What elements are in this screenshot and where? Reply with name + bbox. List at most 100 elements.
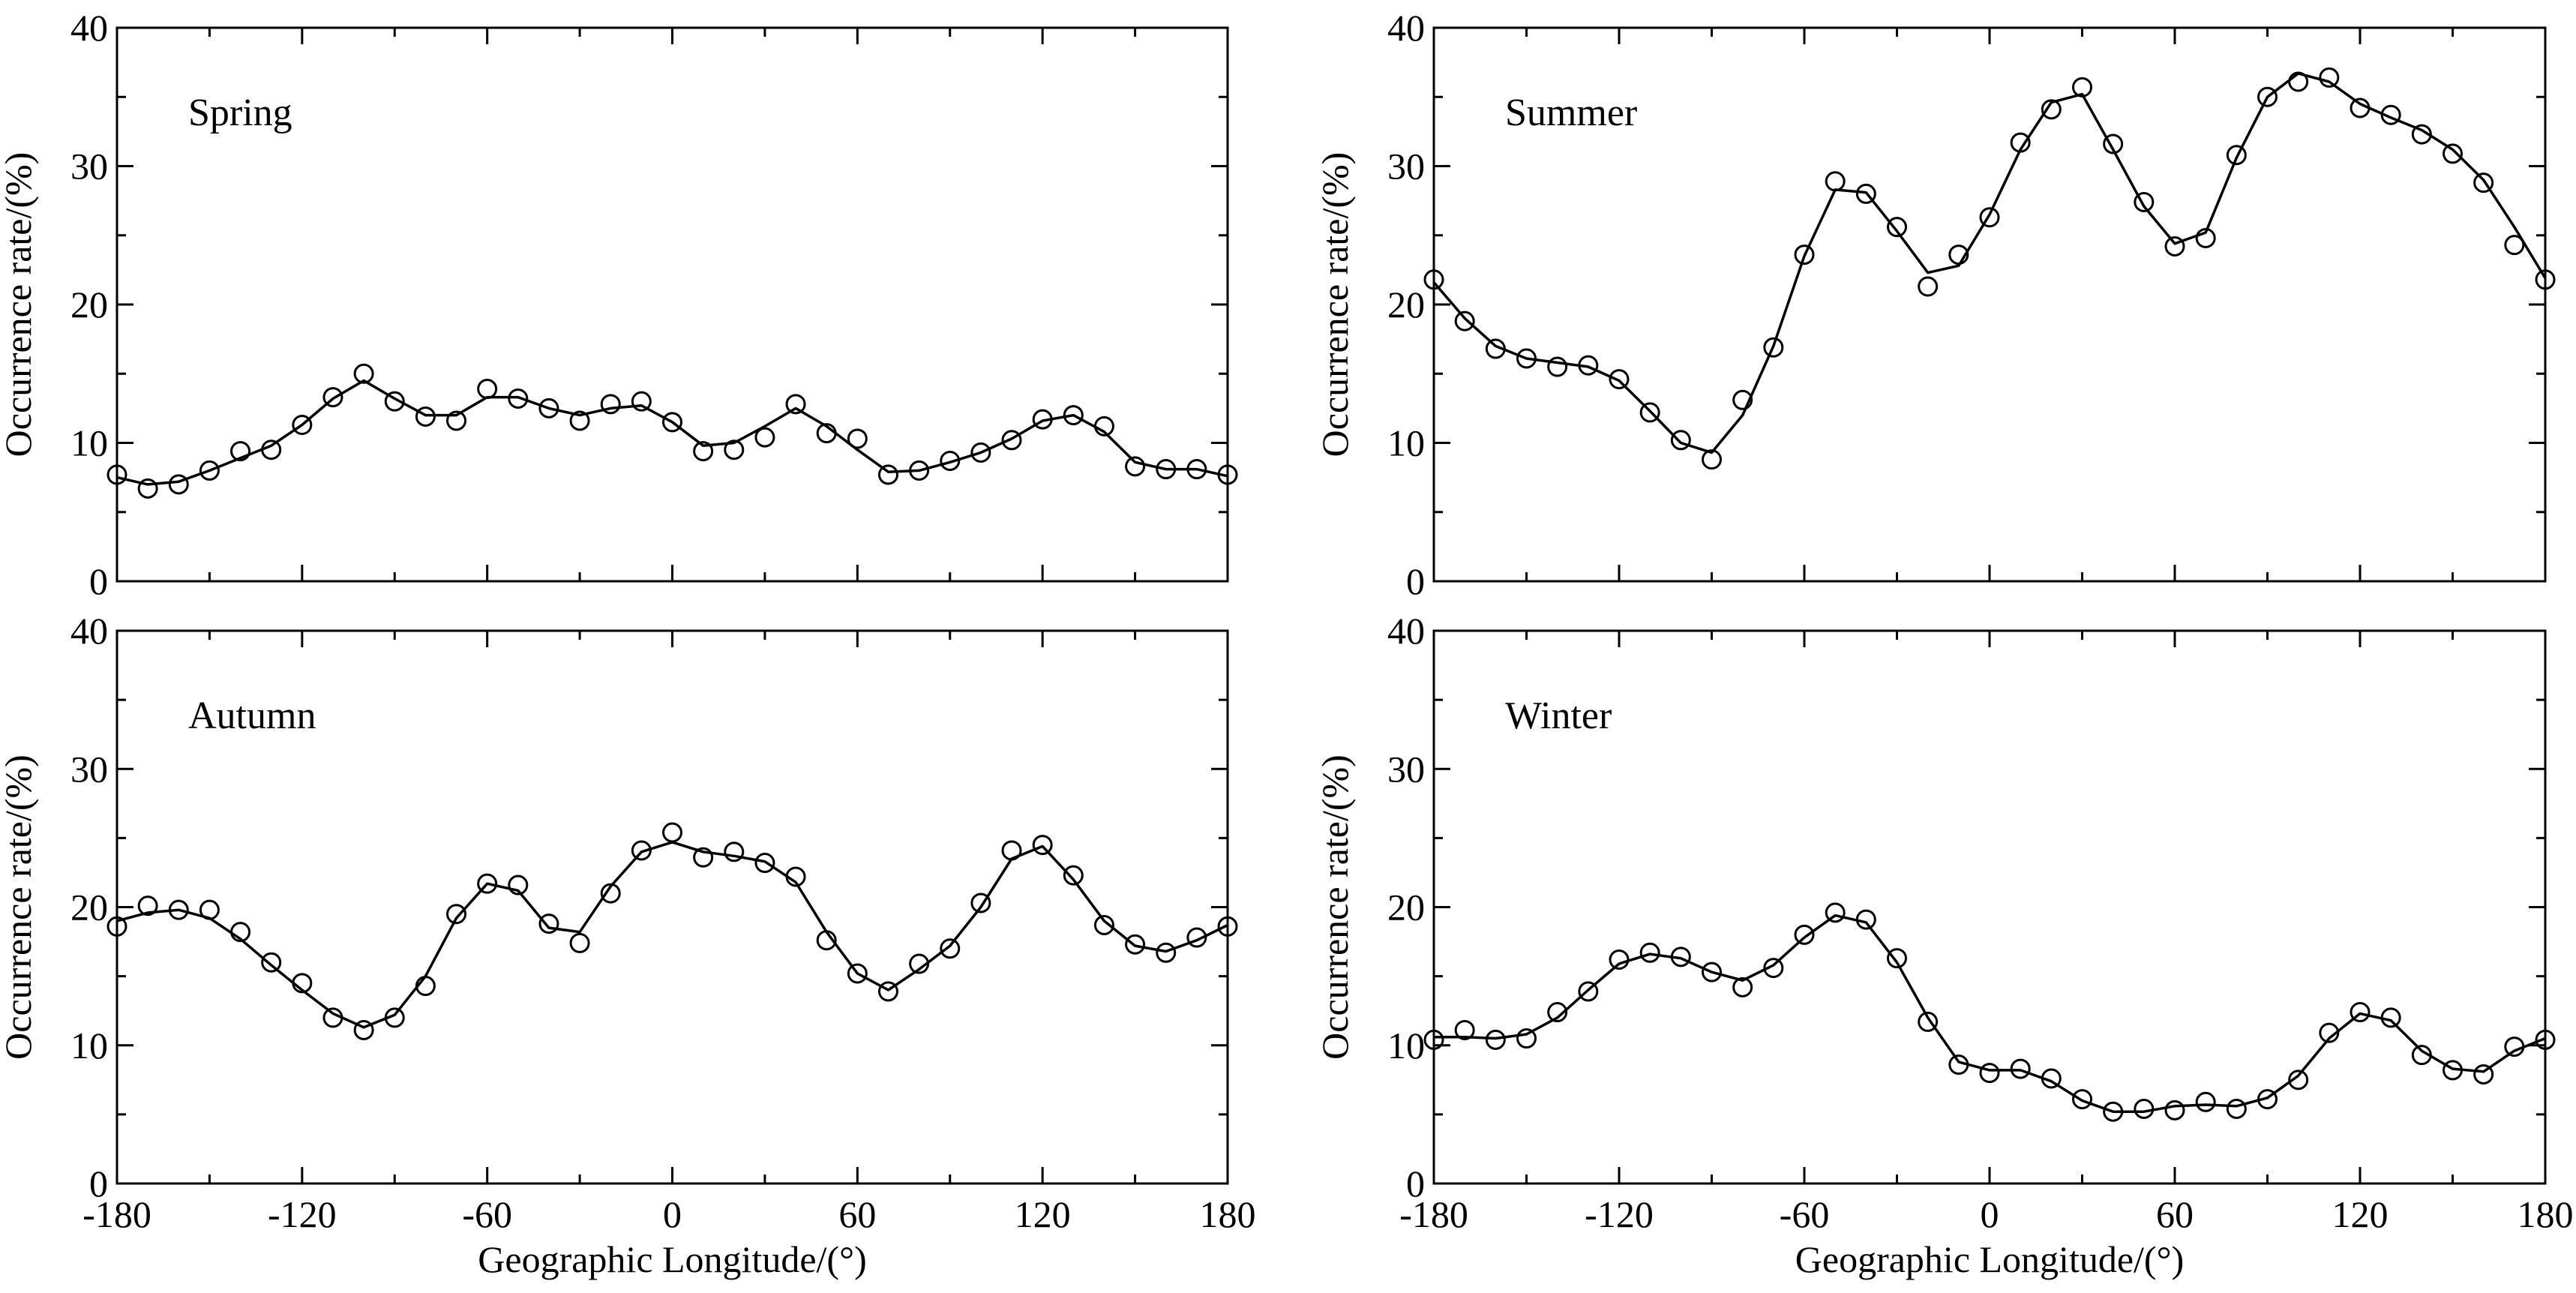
data-point-marker xyxy=(1125,934,1146,955)
data-point-marker xyxy=(1578,355,1599,376)
data-point-marker xyxy=(261,440,282,460)
panel-spring: 0 10 20 30 40 Occurrence rate/(%) Spring xyxy=(0,7,1238,602)
data-point-marker xyxy=(1063,405,1084,426)
x-tick-label: -120 xyxy=(1585,1193,1654,1235)
panel-autumn: 0 10 20 30 40 -180 -120 -60 0 60 120 180 Occurrence … xyxy=(0,610,1256,1280)
data-point-marker xyxy=(1217,916,1238,937)
data-point-marker xyxy=(600,883,621,904)
data-point-marker xyxy=(693,441,714,462)
x-axis-title: Geographic Longitude/(°) xyxy=(1795,1238,2184,1280)
data-point-marker xyxy=(1825,171,1846,192)
data-point-marker xyxy=(1001,840,1022,861)
data-point-marker xyxy=(569,410,590,431)
data-point-marker xyxy=(1948,244,1969,266)
data-point-marker xyxy=(2504,235,2525,256)
data-point-marker xyxy=(1454,310,1475,332)
data-point-marker xyxy=(847,963,868,984)
data-point-marker xyxy=(1732,389,1753,410)
data-point-marker xyxy=(2535,269,2556,290)
y-tick-label: 20 xyxy=(1387,284,1425,326)
data-point-marker xyxy=(1156,942,1177,963)
x-tick-label: 180 xyxy=(1200,1193,1256,1235)
y-tick-label: 10 xyxy=(70,1024,108,1066)
data-point-marker xyxy=(1794,244,1815,266)
data-point-marker xyxy=(631,391,652,412)
data-point-marker xyxy=(1979,1063,2000,1084)
y-tick-label: 10 xyxy=(70,422,108,464)
data-point-marker xyxy=(384,391,405,412)
data-point-marker xyxy=(2411,124,2432,145)
data-point-marker xyxy=(1825,902,1846,923)
data-point-marker xyxy=(816,930,837,951)
data-point-marker xyxy=(662,412,682,433)
data-point-marker xyxy=(970,892,991,914)
data-point-marker xyxy=(168,899,189,920)
data-point-marker xyxy=(199,899,220,920)
data-point-marker xyxy=(1093,914,1114,935)
data-point-marker xyxy=(569,932,590,953)
data-point-marker xyxy=(1763,958,1784,979)
data-point-marker xyxy=(1609,369,1630,390)
data-point-marker xyxy=(662,822,682,843)
data-point-marker xyxy=(477,873,498,894)
data-point-marker xyxy=(847,428,868,449)
x-tick-label: 0 xyxy=(1981,1193,1999,1235)
data-point-marker xyxy=(1186,927,1207,948)
data-point-marker xyxy=(168,474,189,495)
data-point-marker xyxy=(137,896,158,916)
data-point-marker xyxy=(785,866,806,887)
data-point-marker xyxy=(1763,337,1784,358)
y-tick-label: 20 xyxy=(70,886,108,928)
x-tick-label: 60 xyxy=(2156,1193,2194,1235)
data-point-marker xyxy=(2103,1101,2124,1122)
data-point-marker xyxy=(2226,1099,2247,1120)
data-point-marker xyxy=(2041,99,2062,120)
data-point-marker xyxy=(1547,1002,1568,1023)
data-point-marker xyxy=(292,415,313,436)
data-point-marker xyxy=(230,441,251,462)
data-point-marker xyxy=(1217,464,1238,485)
x-tick-label: 60 xyxy=(838,1193,876,1235)
data-point-marker xyxy=(1516,1028,1537,1049)
data-point-marker xyxy=(724,440,745,460)
data-point-marker xyxy=(1032,835,1053,856)
data-point-marker xyxy=(508,874,529,896)
data-point-marker xyxy=(2164,1100,2185,1120)
data-point-marker xyxy=(106,916,127,937)
data-point-marker xyxy=(261,952,282,973)
data-point-marker xyxy=(446,410,467,431)
data-point-marker xyxy=(877,981,898,1002)
series-fit-line xyxy=(116,379,1228,486)
data-point-marker xyxy=(137,478,158,499)
series-fit-line xyxy=(1432,72,2547,454)
data-point-marker xyxy=(940,450,961,471)
y-tick-label: 20 xyxy=(70,284,108,326)
data-point-marker xyxy=(724,842,745,862)
data-point-marker xyxy=(2380,1007,2401,1028)
y-tick-label: 30 xyxy=(1387,748,1425,790)
data-point-marker xyxy=(2072,76,2092,98)
data-point-marker xyxy=(1547,356,1568,377)
y-tick-label: 40 xyxy=(70,7,108,49)
data-point-marker xyxy=(353,1019,374,1040)
data-point-marker xyxy=(538,398,559,418)
data-point-marker xyxy=(2535,1029,2556,1050)
data-point-marker xyxy=(353,363,374,384)
y-tick-label: 30 xyxy=(70,748,108,790)
panel-summer: 0 10 20 30 40 Occurrence rate/(%) Summer xyxy=(1314,7,2556,602)
data-point-marker xyxy=(2288,1070,2309,1090)
y-tick-label: 10 xyxy=(1387,1024,1425,1066)
data-point-marker xyxy=(2473,1064,2494,1084)
y-axis-title: Occurrence rate/(%) xyxy=(1314,754,1356,1060)
data-point-marker xyxy=(2257,1089,2278,1110)
y-tick-label: 0 xyxy=(1406,1162,1425,1204)
data-point-marker xyxy=(877,464,898,485)
y-tick-label: 10 xyxy=(1387,422,1425,464)
data-point-marker xyxy=(909,460,930,481)
data-point-marker xyxy=(2134,191,2155,212)
data-point-marker xyxy=(1732,976,1753,998)
data-point-marker xyxy=(1979,207,2000,228)
x-tick-label: 0 xyxy=(663,1193,682,1235)
season-label: Autumn xyxy=(188,694,316,737)
